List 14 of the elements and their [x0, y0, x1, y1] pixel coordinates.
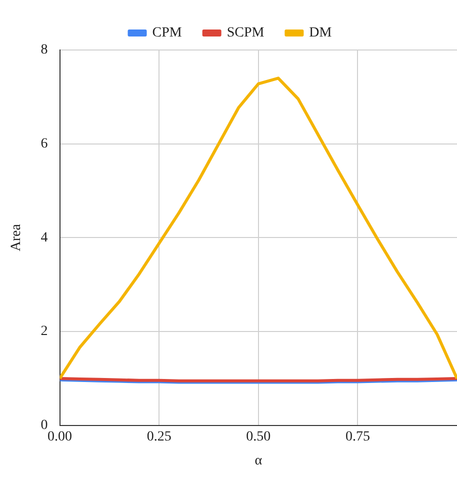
- y-tick-label: 4: [40, 230, 48, 246]
- x-axis-title: α: [254, 453, 263, 468]
- x-tick-label: 0.25: [146, 429, 172, 444]
- legend-label: DM: [309, 26, 332, 41]
- y-tick-label: 6: [40, 136, 48, 152]
- x-tick-label: 0.50: [246, 429, 271, 444]
- legend-label: SCPM: [226, 26, 265, 41]
- x-tick-label: 0.00: [48, 429, 72, 444]
- y-tick-label: 0: [40, 418, 48, 434]
- y-axis-title: Area: [9, 223, 24, 252]
- legend-label: CPM: [152, 26, 182, 41]
- y-tick-label: 8: [40, 42, 48, 58]
- y-tick-label: 2: [40, 324, 48, 340]
- x-tick-label: 0.75: [345, 429, 370, 444]
